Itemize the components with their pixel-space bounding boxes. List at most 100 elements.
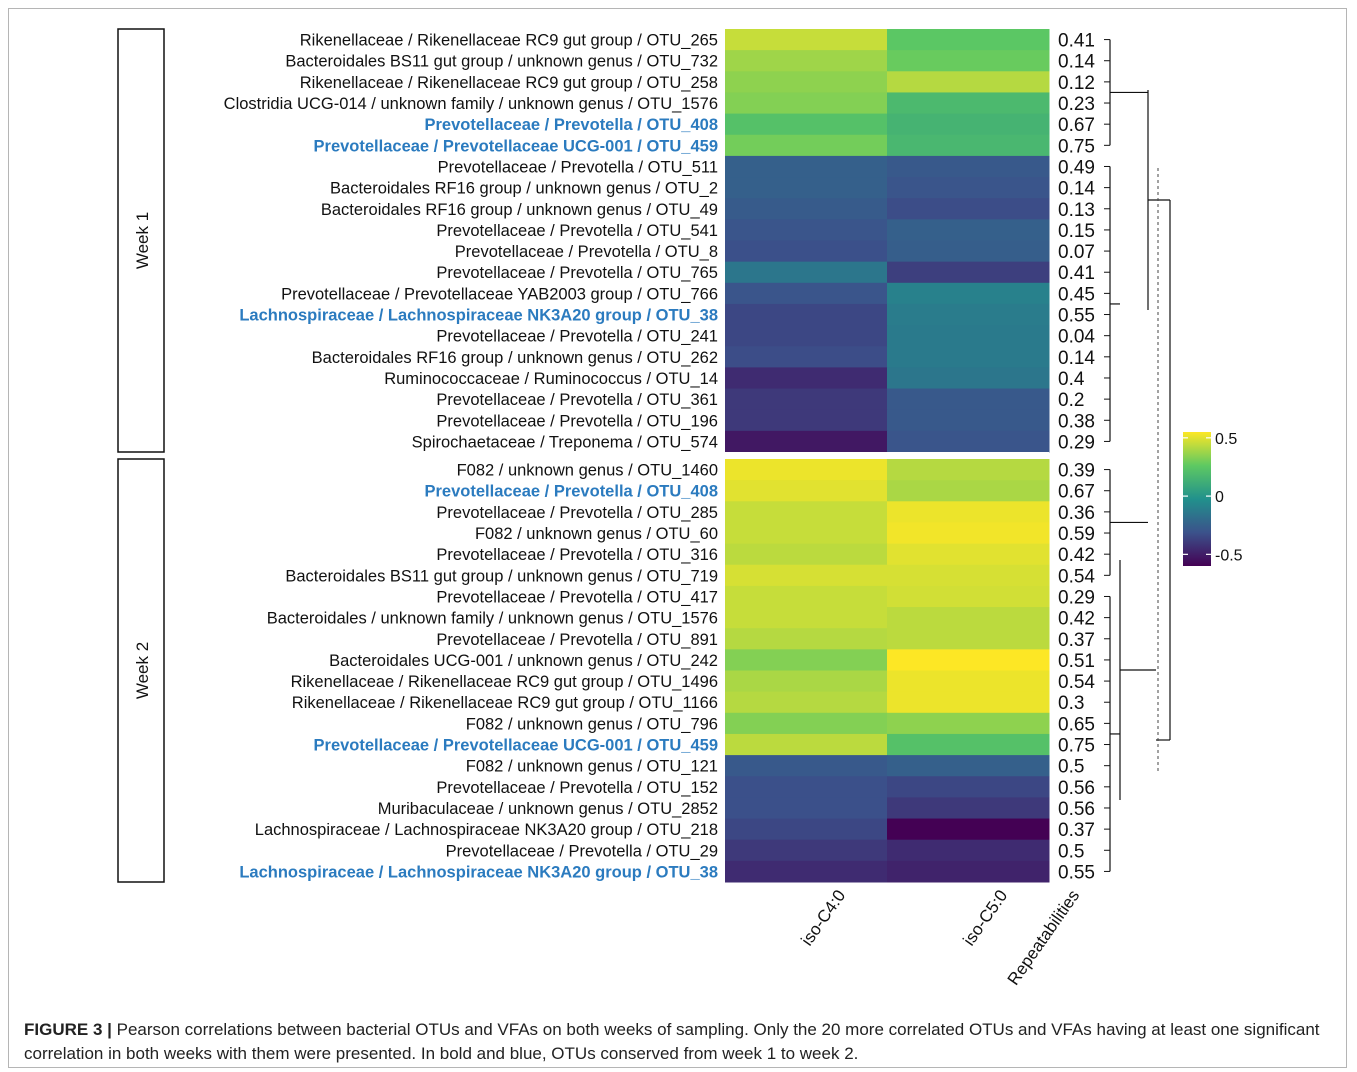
row-label: Spirochaetaceae / Treponema / OTU_574: [412, 433, 718, 451]
colorbar: [1183, 432, 1211, 566]
heatmap-cell: [887, 92, 1050, 115]
heatmap-cell: [887, 733, 1050, 756]
heatmap-cell: [887, 71, 1050, 93]
row-label: Prevotellaceae / Prevotella / OTU_765: [436, 264, 718, 282]
heatmap-cell: [725, 282, 888, 305]
row-label: Prevotellaceae / Prevotella / OTU_316: [436, 546, 718, 564]
row-label: Bacteroidales RF16 group / unknown genus…: [330, 180, 718, 198]
heatmap-cell: [887, 388, 1050, 411]
heatmap-cell: [725, 219, 888, 241]
heatmap-cell: [887, 261, 1050, 284]
heatmap-cell: [887, 198, 1050, 220]
heatmap-cell: [725, 177, 888, 199]
column-label: iso-C4:0: [797, 886, 849, 949]
row-label: Ruminococcaceae / Ruminococcus / OTU_14: [384, 370, 718, 388]
heatmap-cell: [887, 712, 1050, 735]
row-label: Prevotellaceae / Prevotellaceae UCG-001 …: [314, 737, 718, 755]
row-label: Prevotellaceae / Prevotella / OTU_541: [436, 222, 718, 240]
heatmap-cell: [725, 776, 888, 798]
heatmap-cell: [725, 585, 888, 608]
annotation-column-label: Repeatabilities: [1004, 886, 1084, 988]
group-box: [117, 28, 165, 453]
heatmap-cell: [887, 564, 1050, 587]
row-label: Bacteroidales UCG-001 / unknown genus / …: [329, 652, 718, 670]
heatmap-cell: [725, 198, 888, 220]
heatmap-cell: [887, 501, 1050, 523]
heatmap-cell: [725, 155, 888, 178]
heatmap-cell: [725, 240, 888, 263]
repeatability-value: 0.04: [1058, 327, 1095, 348]
repeatability-value: 0.54: [1058, 566, 1095, 587]
heatmap-cell: [887, 797, 1050, 820]
repeatability-value: 0.65: [1058, 714, 1095, 735]
heatmap-cell: [725, 303, 888, 326]
heatmap-cell: [887, 113, 1050, 136]
group-label: Week 1: [133, 212, 152, 269]
heatmap-cell: [725, 670, 888, 693]
row-label: Bacteroidales RF16 group / unknown genus…: [312, 349, 718, 367]
heatmap-cell: [725, 628, 888, 650]
row-label: Clostridia UCG-014 / unknown family / un…: [224, 95, 718, 113]
colorbar-tick-label: 0: [1215, 489, 1224, 506]
row-label: F082 / unknown genus / OTU_121: [466, 758, 718, 776]
repeatability-value: 0.37: [1058, 820, 1095, 841]
row-label: Prevotellaceae / Prevotella / OTU_196: [436, 412, 718, 430]
heatmap-cell: [887, 282, 1050, 305]
repeatability-value: 0.75: [1058, 736, 1095, 757]
heatmap-cell: [725, 92, 888, 115]
row-label: Bacteroidales RF16 group / unknown genus…: [321, 201, 718, 219]
heatmap-cell: [887, 50, 1050, 72]
row-label: Rikenellaceae / Rikenellaceae RC9 gut gr…: [291, 673, 718, 691]
heatmap-cell: [725, 543, 888, 566]
figure-caption: FIGURE 3 | Pearson correlations between …: [24, 1018, 1334, 1066]
row-label: Muribaculaceae / unknown genus / OTU_285…: [378, 800, 718, 818]
repeatability-value: 0.67: [1058, 115, 1095, 136]
repeatability-value: 0.56: [1058, 799, 1095, 820]
figure-frame: [8, 8, 1347, 1068]
repeatability-value: 0.42: [1058, 609, 1095, 630]
row-label: F082 / unknown genus / OTU_1460: [457, 462, 718, 480]
heatmap-cell: [887, 480, 1050, 502]
heatmap-cell: [887, 177, 1050, 199]
repeatability-value: 0.49: [1058, 157, 1095, 178]
repeatability-value: 0.41: [1058, 31, 1095, 52]
caption-label: FIGURE 3 |: [24, 1020, 112, 1039]
heatmap-cell: [887, 430, 1050, 453]
row-label: Prevotellaceae / Prevotellaceae UCG-001 …: [314, 137, 718, 155]
repeatability-value: 0.23: [1058, 94, 1095, 115]
heatmap-cell: [887, 818, 1050, 841]
row-label: Prevotellaceae / Prevotella / OTU_152: [436, 779, 718, 797]
row-label: Prevotellaceae / Prevotella / OTU_285: [436, 504, 718, 522]
row-label: Bacteroidales BS11 gut group / unknown g…: [285, 53, 718, 71]
heatmap-cell: [725, 346, 888, 368]
row-label: Prevotellaceae / Prevotella / OTU_408: [425, 116, 719, 134]
heatmap-cell: [725, 797, 888, 820]
heatmap-cell: [887, 585, 1050, 608]
row-label: Prevotellaceae / Prevotella / OTU_241: [436, 328, 718, 346]
repeatability-value: 0.13: [1058, 200, 1095, 221]
repeatability-value: 0.38: [1058, 411, 1095, 432]
row-label: F082 / unknown genus / OTU_796: [466, 715, 718, 733]
repeatability-value: 0.07: [1058, 242, 1095, 263]
heatmap-cell: [887, 691, 1050, 714]
repeatability-value: 0.54: [1058, 672, 1095, 693]
heatmap-cell: [887, 628, 1050, 650]
row-label: Bacteroidales / unknown family / unknown…: [267, 610, 718, 628]
colorbar-tick-label: -0.5: [1215, 547, 1243, 564]
heatmap-cell: [725, 430, 888, 453]
heatmap-cell: [725, 501, 888, 523]
repeatability-value: 0.14: [1058, 179, 1095, 200]
heatmap-cell: [725, 459, 888, 481]
row-label: Rikenellaceae / Rikenellaceae RC9 gut gr…: [300, 74, 718, 92]
row-label: Prevotellaceae / Prevotella / OTU_361: [436, 391, 718, 409]
heatmap-cell: [887, 219, 1050, 241]
row-label: Lachnospiraceae / Lachnospiraceae NK3A20…: [255, 821, 718, 839]
heatmap-cell: [725, 712, 888, 735]
repeatability-value: 0.29: [1058, 432, 1095, 453]
group-box: [117, 458, 165, 883]
heatmap-cell: [887, 670, 1050, 693]
heatmap-cell: [725, 367, 888, 390]
heatmap-cell: [725, 480, 888, 502]
row-label: Prevotellaceae / Prevotellaceae YAB2003 …: [281, 285, 718, 303]
heatmap-cell: [887, 409, 1050, 432]
